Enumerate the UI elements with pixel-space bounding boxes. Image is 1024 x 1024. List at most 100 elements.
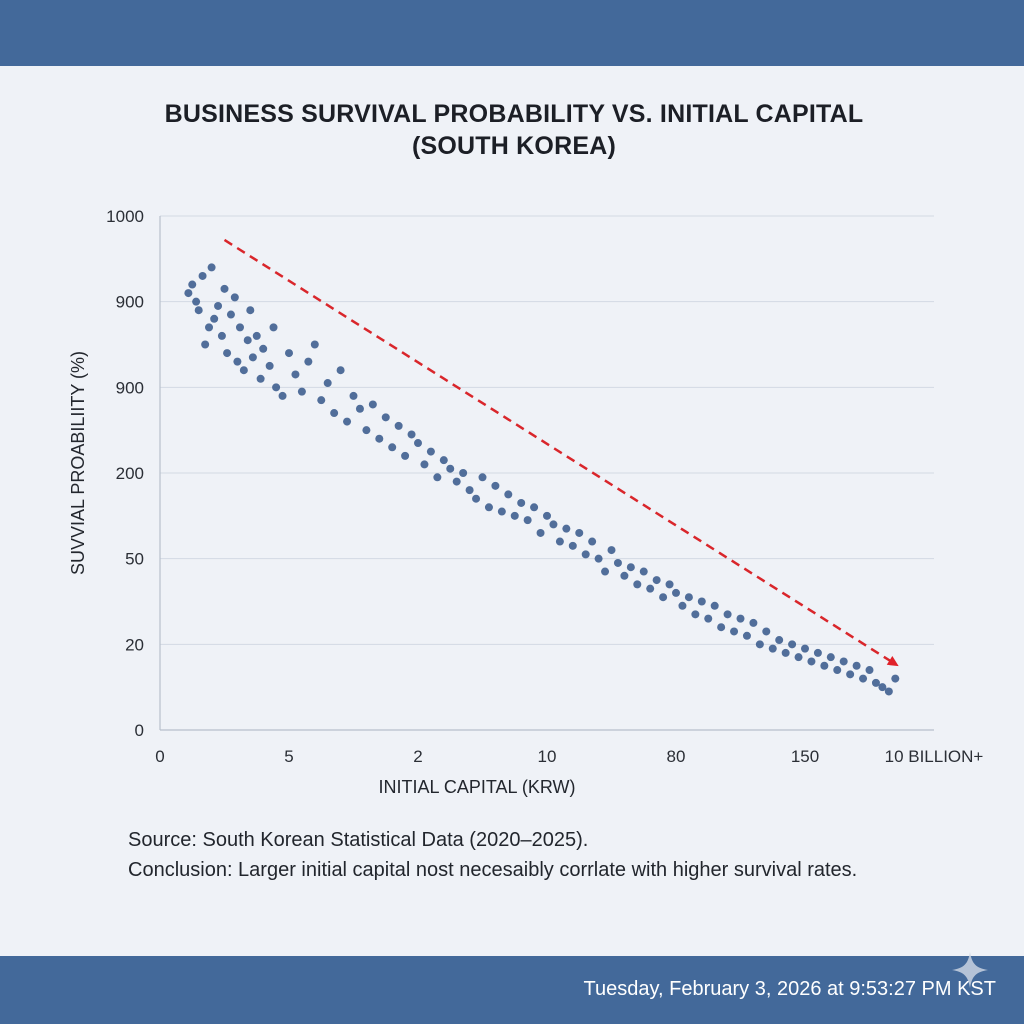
data-point (762, 627, 771, 636)
data-point (217, 331, 226, 340)
data-point (820, 661, 829, 670)
data-point (852, 661, 861, 670)
y-tick-label: 1000 (106, 207, 144, 226)
data-point (230, 293, 239, 302)
data-point (491, 481, 500, 490)
y-tick-label: 0 (135, 721, 144, 740)
data-point (269, 323, 278, 332)
data-point (426, 447, 435, 456)
data-point (220, 284, 229, 293)
data-point (381, 413, 390, 422)
data-point (243, 336, 252, 345)
data-point (233, 357, 242, 366)
data-point (833, 666, 842, 675)
data-point (323, 379, 332, 388)
top-banner (0, 0, 1024, 66)
data-point (336, 366, 345, 375)
data-point (639, 567, 648, 576)
data-point (317, 396, 326, 405)
data-point (562, 524, 571, 533)
data-point (736, 614, 745, 623)
data-point (355, 404, 364, 413)
data-point (884, 687, 893, 696)
data-point (794, 653, 803, 662)
data-point (259, 344, 268, 353)
data-point (684, 593, 693, 602)
data-point (523, 516, 532, 525)
data-point (297, 387, 306, 396)
data-point (710, 601, 719, 610)
data-point (407, 430, 416, 439)
data-point (246, 306, 255, 315)
data-point (891, 674, 900, 683)
data-point (433, 473, 442, 482)
data-point (401, 451, 410, 460)
data-point (813, 648, 822, 657)
data-point (730, 627, 739, 636)
data-point (497, 507, 506, 516)
data-point (659, 593, 668, 602)
data-point (207, 263, 216, 272)
data-point (310, 340, 319, 349)
data-point (375, 434, 384, 443)
data-point (484, 503, 493, 512)
data-point (278, 391, 287, 400)
data-point (349, 391, 358, 400)
data-point (235, 323, 244, 332)
data-point (210, 314, 219, 323)
data-point (188, 280, 197, 289)
y-tick-label: 20 (125, 635, 144, 654)
data-point (646, 584, 655, 593)
data-point (201, 340, 210, 349)
data-point (878, 683, 887, 692)
conclusion-note: Conclusion: Larger initial capital nost … (128, 859, 858, 881)
data-point (839, 657, 848, 666)
data-point (859, 674, 868, 683)
data-point (304, 357, 313, 366)
x-axis-title: INITIAL CAPITAL (KRW) (378, 777, 575, 797)
data-point (194, 306, 203, 315)
data-point (510, 511, 519, 520)
chart-panel (0, 66, 1024, 956)
data-point (223, 349, 232, 358)
data-point (530, 503, 539, 512)
data-point (256, 374, 265, 383)
data-point (768, 644, 777, 653)
data-point (420, 460, 429, 469)
data-point (781, 648, 790, 657)
data-point (678, 601, 687, 610)
x-tick-label: 5 (284, 747, 293, 766)
data-point (601, 567, 610, 576)
data-point (633, 580, 642, 589)
data-point (865, 666, 874, 675)
x-tick-label: 10 (538, 747, 557, 766)
data-point (394, 421, 403, 430)
data-point (588, 537, 597, 546)
data-point (581, 550, 590, 559)
sparkle-icon (952, 952, 988, 988)
data-point (665, 580, 674, 589)
data-point (272, 383, 281, 392)
y-tick-label: 200 (116, 464, 144, 483)
data-point (330, 409, 339, 418)
data-point (801, 644, 809, 653)
data-point (691, 610, 700, 619)
data-point (613, 558, 622, 567)
data-point (555, 537, 564, 546)
data-point (742, 631, 751, 640)
data-point (717, 623, 726, 632)
data-point (184, 289, 193, 298)
data-point (198, 271, 207, 280)
data-point (388, 443, 397, 452)
data-point (846, 670, 855, 679)
data-point (723, 610, 732, 619)
data-point (465, 486, 474, 495)
data-point (192, 297, 201, 306)
data-point (205, 323, 214, 332)
data-point (226, 310, 235, 319)
data-point (368, 400, 377, 409)
y-axis-title: SUVVIAL PROABILIITY (%) (68, 351, 88, 575)
data-point (252, 331, 261, 340)
data-point (626, 563, 635, 572)
data-point (549, 520, 558, 529)
